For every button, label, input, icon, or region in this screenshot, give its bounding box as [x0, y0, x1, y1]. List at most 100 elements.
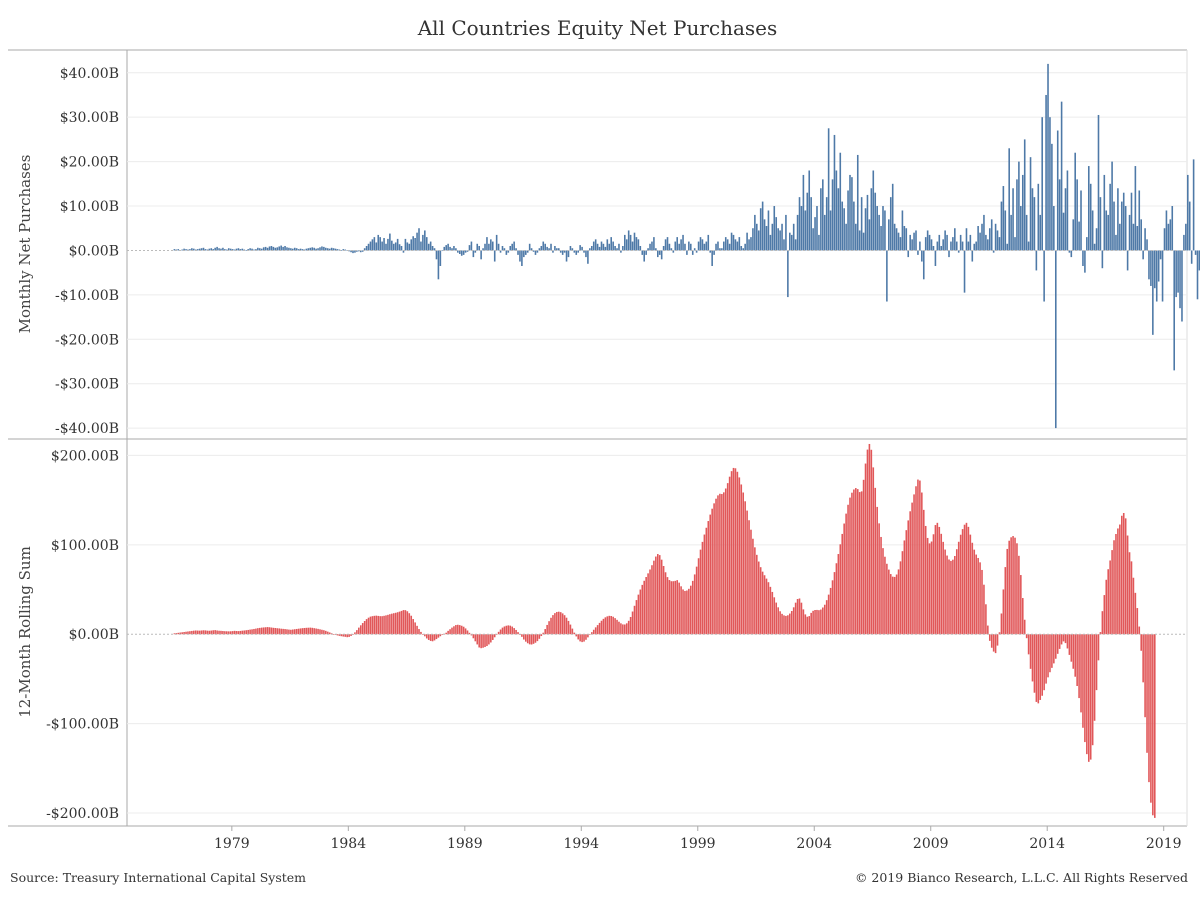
monthly-bar — [837, 188, 840, 251]
rolling-bar — [1107, 569, 1109, 635]
rolling-bar — [1080, 634, 1082, 713]
rolling-bar — [1010, 537, 1012, 635]
rolling-bar — [563, 615, 566, 635]
monthly-bar — [325, 247, 327, 251]
rolling-bar — [653, 560, 655, 635]
monthly-bar — [804, 210, 807, 251]
rolling-bar — [396, 612, 399, 635]
rolling-bar — [249, 629, 251, 635]
monthly-bar — [1177, 250, 1179, 293]
rolling-bar — [884, 556, 886, 635]
monthly-bar — [344, 249, 347, 251]
rolling-bar — [858, 492, 861, 635]
monthly-bar — [424, 230, 426, 251]
monthly-bar — [408, 243, 411, 251]
rolling-bar — [897, 569, 900, 635]
monthly-bar — [497, 243, 500, 251]
monthly-bar — [891, 183, 894, 251]
monthly-bar — [371, 239, 374, 251]
rolling-bar — [664, 572, 667, 635]
monthly-bar — [451, 248, 453, 251]
rolling-bar — [800, 602, 803, 635]
x-tick-label: 2004 — [796, 836, 832, 852]
x-tick-label: 1979 — [214, 836, 250, 852]
rolling-bar — [806, 616, 809, 635]
monthly-bar — [412, 236, 414, 251]
monthly-bar — [259, 248, 261, 251]
monthly-bar — [457, 250, 459, 253]
monthly-bar — [864, 208, 867, 251]
rolling-bar — [847, 504, 849, 635]
rolling-bar — [1144, 634, 1146, 718]
monthly-bar — [695, 250, 698, 253]
monthly-bar — [915, 230, 917, 251]
rolling-bar — [1078, 634, 1080, 699]
rolling-bar — [672, 581, 675, 635]
rolling-bar — [391, 613, 393, 635]
rolling-bar — [843, 523, 845, 635]
monthly-bar — [690, 243, 692, 251]
rolling-bar — [486, 634, 488, 647]
monthly-bar — [491, 241, 494, 251]
rolling-bar — [1105, 579, 1108, 635]
monthly-bar — [726, 239, 729, 251]
monthly-bar — [1183, 234, 1185, 251]
monthly-bar — [691, 250, 694, 255]
rolling-bar — [639, 589, 642, 635]
rolling-bar — [424, 634, 426, 637]
monthly-bar — [394, 242, 397, 251]
rolling-bar — [292, 629, 294, 635]
rolling-bar — [239, 630, 242, 635]
monthly-bar — [536, 250, 539, 253]
monthly-bar — [635, 237, 638, 251]
monthly-bar — [934, 250, 937, 266]
monthly-bar — [948, 250, 950, 258]
monthly-bar — [808, 170, 811, 251]
rolling-bar — [823, 604, 826, 635]
rolling-bar — [596, 625, 599, 635]
rolling-bar — [1099, 632, 1102, 635]
rolling-bar — [979, 562, 981, 635]
monthly-bar — [210, 248, 213, 251]
rolling-bar — [226, 631, 228, 635]
rolling-bar — [740, 484, 743, 635]
monthly-bar — [439, 250, 442, 266]
rolling-bar — [464, 628, 467, 635]
monthly-bar — [662, 246, 665, 251]
rolling-bar — [583, 634, 585, 642]
rolling-bar — [255, 628, 257, 635]
monthly-bar — [853, 201, 855, 251]
rolling-bar — [546, 624, 548, 635]
monthly-bar — [1152, 250, 1154, 335]
monthly-bar — [293, 247, 296, 251]
monthly-bar — [724, 237, 727, 251]
rolling-bar — [785, 615, 787, 635]
rolling-bar — [1056, 634, 1059, 654]
monthly-bar — [198, 248, 201, 251]
rolling-bar — [196, 630, 199, 635]
monthly-bar — [585, 250, 587, 258]
monthly-bar — [297, 249, 300, 251]
rolling-bar — [193, 630, 195, 635]
rolling-bar — [437, 634, 440, 638]
rolling-bar — [375, 615, 378, 635]
rolling-bar — [431, 634, 434, 642]
rolling-bar — [1091, 634, 1094, 746]
rolling-bar — [408, 613, 411, 635]
monthly-bar — [1039, 214, 1042, 251]
rolling-bar — [1132, 577, 1135, 635]
rolling-bar — [1006, 548, 1009, 635]
monthly-bar — [759, 208, 762, 251]
rolling-bar — [899, 561, 902, 635]
rolling-bar — [206, 630, 209, 635]
rolling-bar — [414, 622, 416, 635]
rolling-bar — [963, 524, 966, 635]
monthly-bar — [1134, 166, 1137, 251]
monthly-bar — [732, 234, 735, 251]
monthly-bar — [979, 232, 981, 251]
rolling-bar — [1014, 537, 1016, 635]
monthly-bar — [738, 237, 741, 251]
rolling-bar — [691, 580, 694, 635]
rolling-bar — [216, 630, 218, 635]
monthly-bar — [328, 248, 331, 251]
